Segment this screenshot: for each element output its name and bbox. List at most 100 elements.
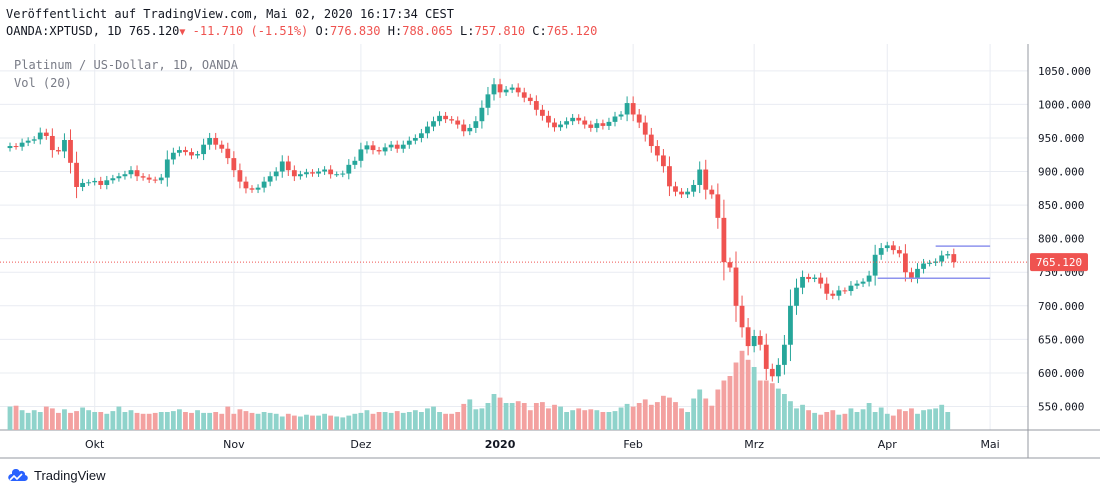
- tradingview-logo-icon: [8, 468, 28, 481]
- down-arrow-icon: ▼: [179, 27, 186, 38]
- volume-bar: [890, 415, 896, 430]
- candle-body: [80, 182, 85, 187]
- candle-body: [654, 146, 660, 156]
- volume-bar: [648, 404, 654, 430]
- candle-body: [800, 276, 805, 288]
- volume-bar: [848, 408, 854, 430]
- candle-body: [915, 268, 920, 278]
- candle-body: [255, 187, 261, 190]
- footer-brand[interactable]: TradingView: [6, 468, 106, 483]
- volume-bar: [933, 408, 939, 430]
- volume-bar: [745, 359, 751, 430]
- candle-body: [412, 137, 418, 141]
- candle-body: [824, 283, 830, 294]
- candle-body: [449, 119, 455, 121]
- x-tick-label: Mai: [980, 438, 999, 451]
- volume-bar: [806, 410, 811, 430]
- candle-body: [775, 364, 781, 377]
- candle-body: [189, 152, 194, 156]
- candle-body: [945, 254, 951, 256]
- candle-body: [68, 139, 73, 163]
- volume-indicator-label: Vol (20): [14, 76, 72, 90]
- volume-bar: [909, 408, 914, 430]
- volume-bar: [667, 397, 672, 430]
- candle-body: [443, 115, 448, 120]
- candle-body: [866, 275, 872, 282]
- candle-body: [872, 254, 878, 276]
- candle-body: [927, 262, 932, 264]
- volume-bar: [267, 412, 273, 430]
- volume-bar: [412, 410, 418, 430]
- candle-body: [667, 166, 672, 187]
- volume-bar: [201, 412, 206, 430]
- volume-bar: [497, 397, 503, 430]
- volume-bar: [56, 412, 61, 430]
- volume-bar: [62, 409, 67, 430]
- volume-bar: [594, 410, 600, 430]
- volume-bar: [177, 409, 182, 430]
- candle-body: [7, 146, 13, 149]
- candle-body: [884, 245, 890, 249]
- volume-bar: [794, 408, 799, 430]
- candle-body: [37, 132, 43, 140]
- candle-body: [322, 169, 327, 172]
- candle-body: [419, 133, 424, 138]
- candle-body: [49, 135, 55, 151]
- volume-bar: [328, 415, 334, 430]
- volume-bar: [152, 412, 158, 430]
- candle-body: [231, 158, 237, 171]
- candle-body: [213, 137, 219, 145]
- y-tick-label: 950.000: [1038, 132, 1084, 145]
- volume-bar: [310, 415, 315, 430]
- candle-body: [340, 173, 346, 175]
- volume-bar: [703, 398, 709, 430]
- candle-body: [951, 254, 957, 263]
- candle-body: [425, 126, 430, 134]
- volume-bar: [509, 403, 515, 430]
- candle-body: [110, 178, 116, 181]
- candle-body: [279, 161, 285, 172]
- candle-body: [546, 115, 551, 123]
- candle-body: [62, 139, 67, 152]
- volume-bar: [582, 410, 588, 430]
- candle-body: [878, 248, 884, 255]
- volume-bar: [866, 403, 872, 430]
- volume-bar: [455, 412, 461, 430]
- x-tick-label: Apr: [878, 438, 898, 451]
- volume-bar: [636, 403, 642, 430]
- volume-bar: [146, 413, 152, 430]
- volume-bar: [285, 413, 291, 430]
- candle-body: [74, 162, 79, 187]
- volume-bar: [558, 406, 563, 430]
- volume-bar: [521, 403, 527, 430]
- volume-bar: [812, 412, 818, 430]
- volume-bar: [921, 410, 926, 430]
- candle-body: [540, 109, 545, 116]
- candle-body: [31, 139, 37, 141]
- candle-body: [636, 114, 642, 123]
- volume-bar: [800, 404, 805, 430]
- last-price: 765.120: [128, 24, 180, 38]
- candle-body: [92, 180, 98, 183]
- open-label: O:: [315, 24, 330, 38]
- candle-body: [558, 124, 563, 128]
- volume-bar: [782, 394, 787, 430]
- candle-body: [854, 283, 860, 286]
- volume-bar: [739, 350, 745, 430]
- current-price-label: 765.120: [1036, 256, 1082, 269]
- candle-body: [298, 174, 303, 177]
- candle-body: [576, 117, 582, 121]
- candle-body: [382, 147, 388, 152]
- candle-body: [261, 181, 267, 188]
- y-tick-label: 700.000: [1038, 300, 1084, 313]
- candle-body: [588, 124, 594, 128]
- open-value: 776.830: [329, 24, 381, 38]
- volume-bar: [697, 389, 703, 430]
- x-tick-label: Mrz: [744, 438, 764, 451]
- volume-bar: [249, 412, 255, 430]
- y-tick-label: 850.000: [1038, 199, 1084, 212]
- candle-body: [606, 121, 612, 126]
- candle-body: [685, 191, 690, 195]
- candle-body: [812, 277, 818, 279]
